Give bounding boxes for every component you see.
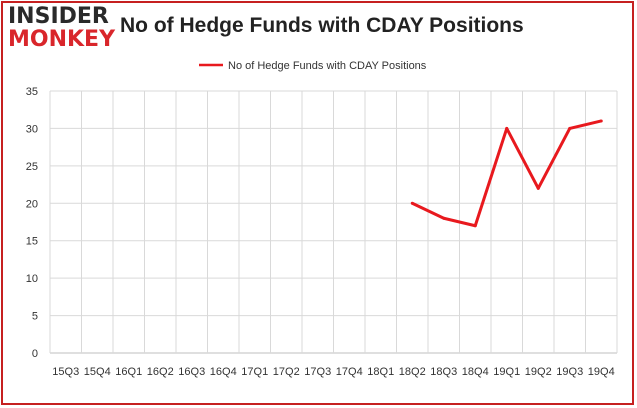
data-point <box>505 126 509 130</box>
x-tick-label: 16Q2 <box>147 366 174 378</box>
y-tick-label: 20 <box>26 198 38 210</box>
chart-title: No of Hedge Funds with CDAY Positions <box>120 14 524 37</box>
x-tick-label: 18Q4 <box>462 366 489 378</box>
x-tick-label: 18Q1 <box>367 366 394 378</box>
legend-label: No of Hedge Funds with CDAY Positions <box>228 60 427 72</box>
y-tick-label: 30 <box>26 123 38 135</box>
x-tick-label: 16Q1 <box>115 366 142 378</box>
data-point <box>442 216 446 220</box>
x-tick-label: 19Q2 <box>525 366 552 378</box>
data-point <box>410 201 414 205</box>
x-tick-label: 15Q4 <box>84 366 111 378</box>
x-tick-label: 19Q4 <box>588 366 615 378</box>
data-point <box>599 119 603 123</box>
x-tick-label: 15Q3 <box>52 366 79 378</box>
y-tick-label: 5 <box>32 311 38 323</box>
x-tick-label: 17Q2 <box>273 366 300 378</box>
data-point <box>536 186 540 190</box>
y-tick-label: 15 <box>26 236 38 248</box>
data-point <box>568 126 572 130</box>
data-point <box>473 224 477 228</box>
series-line-0 <box>411 119 602 228</box>
x-tick-label: 17Q4 <box>336 366 363 378</box>
logo-insider: INSIDER <box>8 4 109 29</box>
x-tick-label: 17Q3 <box>304 366 331 378</box>
y-tick-label: 0 <box>32 348 38 360</box>
x-tick-label: 18Q3 <box>430 366 457 378</box>
x-tick-label: 16Q4 <box>210 366 237 378</box>
y-tick-label: 35 <box>26 86 38 98</box>
x-tick-label: 17Q1 <box>241 366 268 378</box>
y-tick-label: 10 <box>26 273 38 285</box>
x-tick-label: 19Q1 <box>493 366 520 378</box>
x-tick-label: 16Q3 <box>178 366 205 378</box>
x-tick-label: 19Q3 <box>556 366 583 378</box>
y-tick-label: 25 <box>26 161 38 173</box>
logo-monkey: MONKEY <box>8 27 116 52</box>
x-tick-label: 18Q2 <box>399 366 426 378</box>
